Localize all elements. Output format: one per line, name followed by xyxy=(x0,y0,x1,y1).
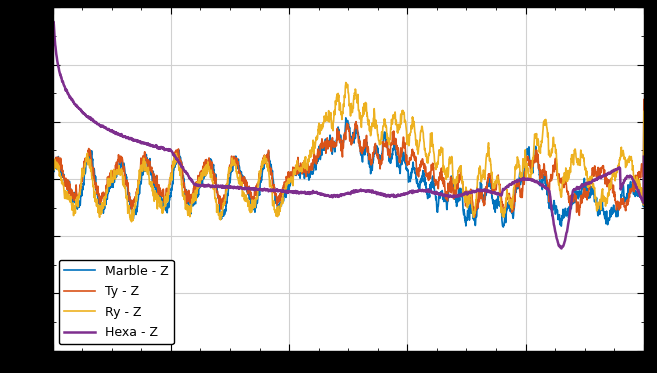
Line: Marble - Z: Marble - Z xyxy=(53,113,644,227)
Ry - Z xyxy=(302,155,309,159)
Hexa - Z xyxy=(302,191,309,195)
Ry - Z xyxy=(276,209,284,213)
Ry - Z xyxy=(152,190,160,195)
Hexa - Z xyxy=(629,177,637,181)
Marble - Z xyxy=(275,209,283,213)
Line: Hexa - Z: Hexa - Z xyxy=(53,21,644,248)
Marble - Z xyxy=(499,225,507,229)
Hexa - Z xyxy=(558,246,566,251)
Marble - Z xyxy=(49,134,57,138)
Ty - Z xyxy=(470,215,478,219)
Marble - Z xyxy=(640,111,648,116)
Hexa - Z xyxy=(49,33,57,38)
Marble - Z xyxy=(116,166,124,171)
Ty - Z xyxy=(49,126,57,131)
Hexa - Z xyxy=(565,217,573,222)
Ty - Z xyxy=(116,161,124,165)
Marble - Z xyxy=(629,182,637,187)
Hexa - Z xyxy=(49,19,57,23)
Line: Ty - Z: Ty - Z xyxy=(53,100,644,217)
Ry - Z xyxy=(629,167,637,172)
Ry - Z xyxy=(116,172,124,176)
Marble - Z xyxy=(151,180,159,184)
Ry - Z xyxy=(342,80,350,85)
Hexa - Z xyxy=(152,144,160,148)
Ry - Z xyxy=(127,220,135,224)
Marble - Z xyxy=(301,170,309,175)
Hexa - Z xyxy=(116,132,124,137)
Hexa - Z xyxy=(640,154,648,159)
Ry - Z xyxy=(49,129,57,133)
Legend: Marble - Z, Ty - Z, Ry - Z, Hexa - Z: Marble - Z, Ty - Z, Ry - Z, Hexa - Z xyxy=(59,260,174,344)
Hexa - Z xyxy=(276,188,284,193)
Ty - Z xyxy=(275,193,283,197)
Ry - Z xyxy=(565,172,573,176)
Ty - Z xyxy=(565,198,573,202)
Ty - Z xyxy=(640,97,648,102)
Marble - Z xyxy=(565,214,573,219)
Line: Ry - Z: Ry - Z xyxy=(53,82,644,222)
Ry - Z xyxy=(640,109,648,114)
Ty - Z xyxy=(301,166,309,170)
Ty - Z xyxy=(629,185,637,190)
Ty - Z xyxy=(151,181,159,185)
